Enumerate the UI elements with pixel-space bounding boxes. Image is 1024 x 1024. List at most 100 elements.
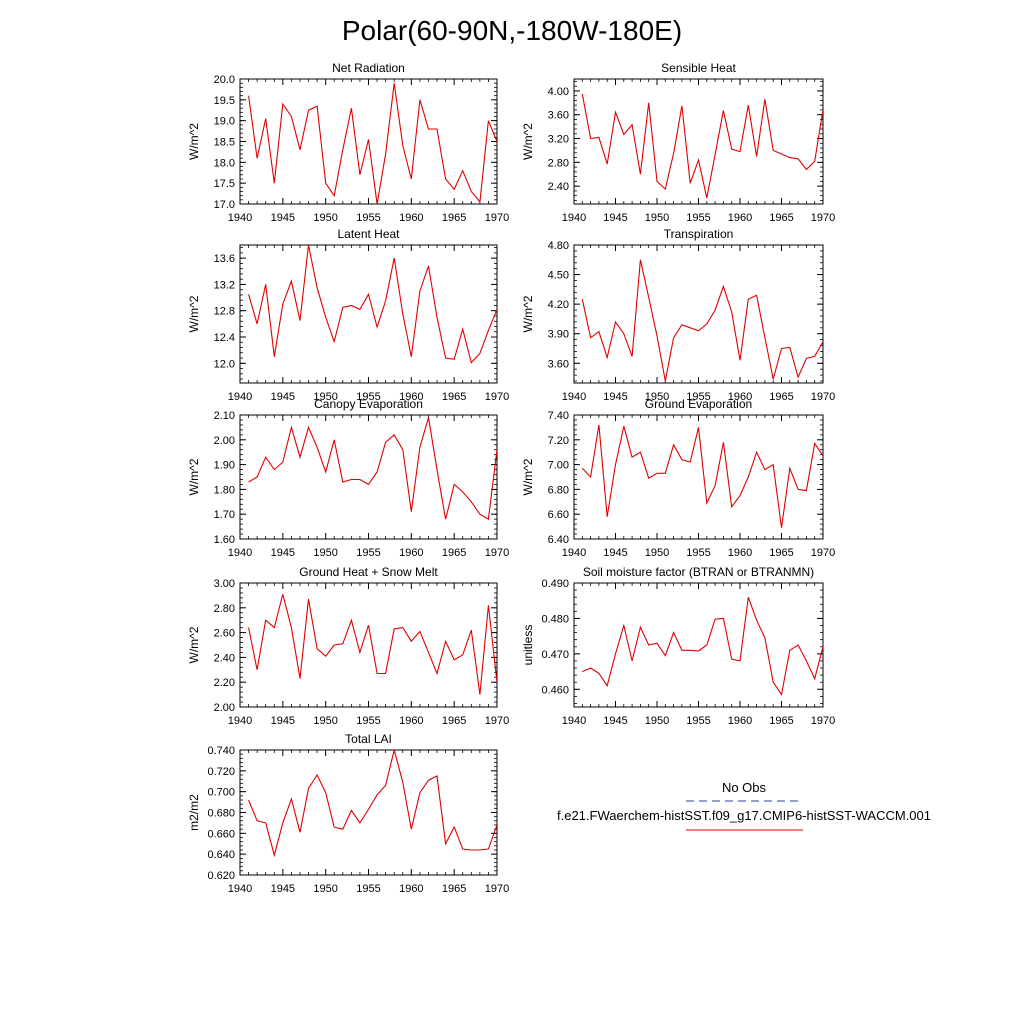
x-tick-label: 1970 bbox=[485, 547, 509, 559]
panel-title: Latent Heat bbox=[337, 227, 400, 241]
x-tick-label: 1945 bbox=[271, 212, 295, 224]
panel-6: 1940 1945 1950 1955 1960 1965 1970 6.40 6.60 6.80… bbox=[521, 397, 835, 559]
y-tick-label: 3.60 bbox=[548, 110, 569, 122]
x-tick-label: 1970 bbox=[811, 715, 835, 727]
x-tick-label: 1940 bbox=[228, 547, 252, 559]
y-axis-label: m2/m2 bbox=[187, 794, 201, 831]
x-tick-label: 1965 bbox=[442, 547, 466, 559]
panel-2: 1940 1945 1950 1955 1960 1965 1970 2.40 2.80 3.20… bbox=[521, 61, 835, 224]
panel-title: Canopy Evaporation bbox=[314, 397, 423, 411]
panel-title: Transpiration bbox=[664, 227, 734, 241]
panel-7: 1940 1945 1950 1955 1960 1965 1970 2.00 2.20 2.40… bbox=[187, 565, 509, 727]
x-tick-label: 1950 bbox=[313, 391, 337, 403]
x-tick-label: 1965 bbox=[769, 391, 793, 403]
x-tick-label: 1945 bbox=[271, 547, 295, 559]
series-line bbox=[582, 597, 823, 697]
plot-frame bbox=[573, 414, 824, 540]
x-tick-label: 1955 bbox=[356, 391, 380, 403]
panel-title: Ground Heat + Snow Melt bbox=[299, 565, 438, 579]
y-tick-label: 19.5 bbox=[214, 95, 235, 107]
y-tick-label: 13.6 bbox=[214, 253, 235, 265]
y-axis-label: W/m^2 bbox=[521, 123, 535, 160]
x-tick-label: 1950 bbox=[645, 715, 669, 727]
x-tick-label: 1950 bbox=[645, 391, 669, 403]
x-tick-label: 1970 bbox=[811, 391, 835, 403]
y-tick-label: 0.680 bbox=[207, 808, 235, 820]
x-tick-label: 1955 bbox=[356, 547, 380, 559]
x-tick-label: 1955 bbox=[686, 391, 710, 403]
y-tick-label: 7.00 bbox=[548, 460, 569, 472]
y-tick-label: 17.0 bbox=[214, 199, 235, 211]
panel-9: 1940 1945 1950 1955 1960 1965 1970 0.620 0.640 0.… bbox=[187, 732, 509, 895]
y-tick-label: 1.70 bbox=[214, 509, 235, 521]
x-tick-label: 1970 bbox=[811, 547, 835, 559]
y-tick-label: 2.80 bbox=[548, 157, 569, 169]
x-tick-label: 1950 bbox=[313, 715, 337, 727]
x-tick-label: 1960 bbox=[399, 212, 423, 224]
x-tick-label: 1955 bbox=[686, 212, 710, 224]
y-tick-label: 0.480 bbox=[541, 613, 569, 625]
x-tick-label: 1970 bbox=[485, 391, 509, 403]
y-tick-label: 0.700 bbox=[207, 787, 235, 799]
plot-frame bbox=[573, 244, 824, 384]
plot-frame bbox=[239, 582, 498, 708]
y-tick-label: 7.20 bbox=[548, 435, 569, 447]
legend-obs-label: No Obs bbox=[722, 780, 767, 795]
x-tick-label: 1945 bbox=[271, 883, 295, 895]
x-tick-label: 1970 bbox=[485, 212, 509, 224]
x-tick-label: 1965 bbox=[442, 212, 466, 224]
y-tick-label: 18.5 bbox=[214, 137, 235, 149]
plot-frame bbox=[573, 582, 824, 708]
x-tick-label: 1965 bbox=[769, 547, 793, 559]
panels: 1940 1945 1950 1955 1960 1965 1970 17.0 17.5 18.0… bbox=[187, 61, 835, 895]
y-tick-label: 3.60 bbox=[548, 358, 569, 370]
y-tick-label: 0.720 bbox=[207, 766, 235, 778]
panel-8: 1940 1945 1950 1955 1960 1965 1970 0.460 0.470 0.… bbox=[521, 565, 835, 727]
panel-title: Soil moisture factor (BTRAN or BTRANMN) bbox=[583, 565, 814, 579]
y-tick-label: 2.60 bbox=[214, 628, 235, 640]
y-tick-label: 2.40 bbox=[214, 652, 235, 664]
y-axis-label: W/m^2 bbox=[187, 626, 201, 663]
x-tick-label: 1960 bbox=[399, 391, 423, 403]
y-axis-label: W/m^2 bbox=[187, 123, 201, 160]
x-tick-label: 1960 bbox=[728, 391, 752, 403]
y-tick-label: 0.490 bbox=[541, 578, 569, 590]
x-tick-label: 1950 bbox=[645, 212, 669, 224]
plot-frame bbox=[239, 749, 498, 876]
y-tick-label: 3.90 bbox=[548, 329, 569, 341]
y-axis-label: unitless bbox=[521, 625, 535, 666]
series-line bbox=[581, 93, 823, 199]
x-tick-label: 1970 bbox=[485, 883, 509, 895]
x-tick-label: 1960 bbox=[728, 547, 752, 559]
y-axis-label: W/m^2 bbox=[521, 295, 535, 332]
y-tick-label: 0.470 bbox=[541, 649, 569, 661]
series-line bbox=[581, 259, 823, 382]
y-tick-label: 19.0 bbox=[214, 116, 235, 128]
y-tick-label: 6.80 bbox=[548, 484, 569, 496]
y-tick-label: 0.460 bbox=[541, 684, 569, 696]
series-line bbox=[248, 83, 497, 204]
x-tick-label: 1960 bbox=[399, 883, 423, 895]
panel-4: 1940 1945 1950 1955 1960 1965 1970 3.60 3.90 4.20… bbox=[521, 227, 835, 403]
y-tick-label: 4.80 bbox=[548, 240, 569, 252]
series-line bbox=[248, 594, 497, 695]
x-tick-label: 1940 bbox=[228, 715, 252, 727]
x-tick-label: 1955 bbox=[356, 883, 380, 895]
figure-title: Polar(60-90N,-180W-180E) bbox=[342, 15, 682, 46]
y-tick-label: 2.00 bbox=[214, 435, 235, 447]
y-tick-label: 6.40 bbox=[548, 534, 569, 546]
legend-model-label: f.e21.FWaerchem-histSST.f09_g17.CMIP6-hi… bbox=[557, 808, 931, 823]
panel-title: Sensible Heat bbox=[661, 61, 736, 75]
x-tick-label: 1970 bbox=[485, 715, 509, 727]
x-tick-label: 1965 bbox=[442, 391, 466, 403]
y-tick-label: 2.40 bbox=[548, 181, 569, 193]
panel-title: Total LAI bbox=[345, 732, 392, 746]
y-axis-label: W/m^2 bbox=[187, 295, 201, 332]
y-tick-label: 0.640 bbox=[207, 849, 235, 861]
series-line bbox=[248, 750, 497, 858]
x-tick-label: 1965 bbox=[769, 715, 793, 727]
x-tick-label: 1940 bbox=[562, 547, 586, 559]
y-tick-label: 4.00 bbox=[548, 86, 569, 98]
panel-title: Net Radiation bbox=[332, 61, 405, 75]
